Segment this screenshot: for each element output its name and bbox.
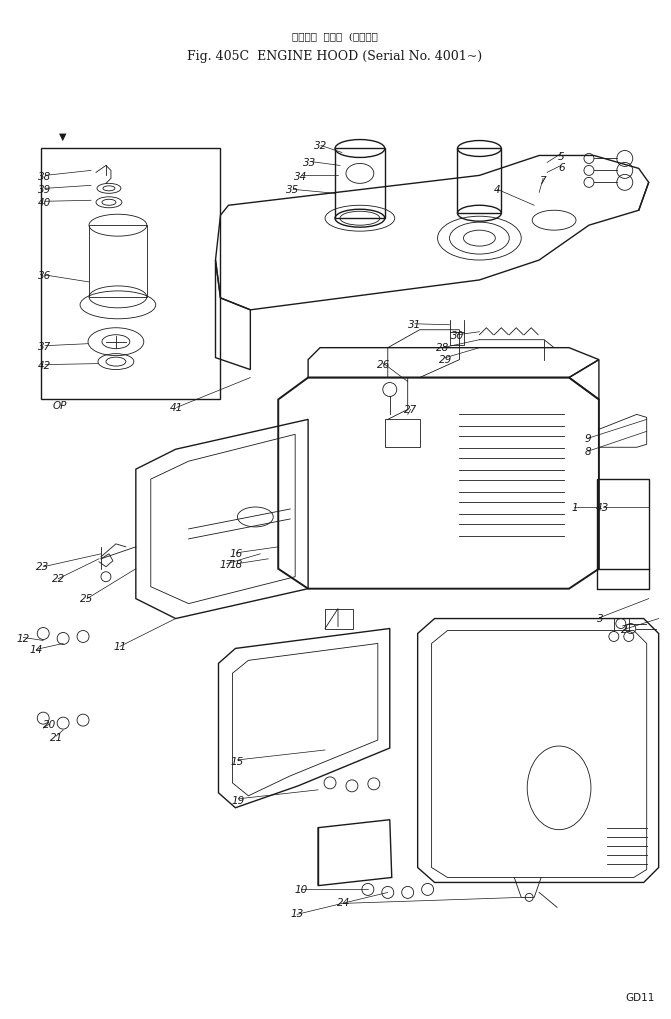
- Text: 8: 8: [584, 446, 591, 457]
- Text: 17: 17: [219, 559, 233, 570]
- Text: 10: 10: [294, 884, 307, 894]
- Text: 32: 32: [314, 142, 327, 151]
- Text: 31: 31: [408, 320, 421, 330]
- Bar: [325, 609, 353, 629]
- Text: ▼: ▼: [59, 131, 67, 142]
- Text: 22: 22: [52, 574, 65, 584]
- Text: 15: 15: [231, 756, 244, 766]
- Text: 2: 2: [621, 625, 627, 634]
- Bar: [335, 150, 384, 219]
- Text: 1: 1: [572, 502, 578, 513]
- Text: 29: 29: [439, 355, 452, 365]
- Text: 4: 4: [494, 184, 501, 195]
- Text: 43: 43: [596, 502, 609, 513]
- Text: 27: 27: [404, 406, 417, 415]
- Text: 9: 9: [584, 433, 591, 443]
- Text: 5: 5: [558, 152, 565, 161]
- Text: 26: 26: [377, 360, 391, 369]
- Text: 34: 34: [294, 171, 307, 181]
- Text: 42: 42: [38, 361, 52, 370]
- Text: 14: 14: [30, 645, 43, 654]
- Text: 3: 3: [597, 613, 603, 623]
- Text: 37: 37: [38, 342, 52, 353]
- Text: 33: 33: [303, 158, 317, 167]
- Bar: [384, 420, 419, 447]
- Text: 18: 18: [230, 559, 243, 570]
- Text: 41: 41: [170, 404, 183, 413]
- Bar: [597, 480, 649, 570]
- Text: OP: OP: [53, 401, 67, 411]
- Text: 39: 39: [38, 184, 52, 195]
- Text: 25: 25: [81, 594, 93, 604]
- Text: 23: 23: [36, 561, 50, 572]
- Text: 36: 36: [38, 271, 52, 281]
- Text: Fig. 405C  ENGINE HOOD (Serial No. 4001~): Fig. 405C ENGINE HOOD (Serial No. 4001~): [187, 50, 482, 63]
- Text: 20: 20: [43, 719, 56, 730]
- Text: 12: 12: [16, 634, 30, 643]
- Text: 21: 21: [50, 732, 63, 742]
- Text: GD11: GD11: [625, 991, 655, 1002]
- Text: 24: 24: [337, 897, 350, 907]
- Text: 13: 13: [291, 908, 304, 918]
- Bar: [41, 150, 221, 400]
- Text: 28: 28: [435, 343, 449, 354]
- Bar: [458, 150, 501, 214]
- Bar: [89, 226, 147, 298]
- Text: 16: 16: [230, 548, 243, 558]
- Text: 19: 19: [232, 795, 245, 805]
- Text: 7: 7: [539, 175, 546, 185]
- Text: 11: 11: [113, 642, 127, 651]
- Text: 38: 38: [38, 171, 52, 181]
- Text: エンジン  フード  (適用号機: エンジン フード (適用号機: [292, 32, 378, 41]
- Text: 30: 30: [450, 331, 464, 341]
- Text: 35: 35: [286, 184, 299, 195]
- Text: 6: 6: [558, 162, 565, 172]
- Text: 40: 40: [38, 198, 52, 208]
